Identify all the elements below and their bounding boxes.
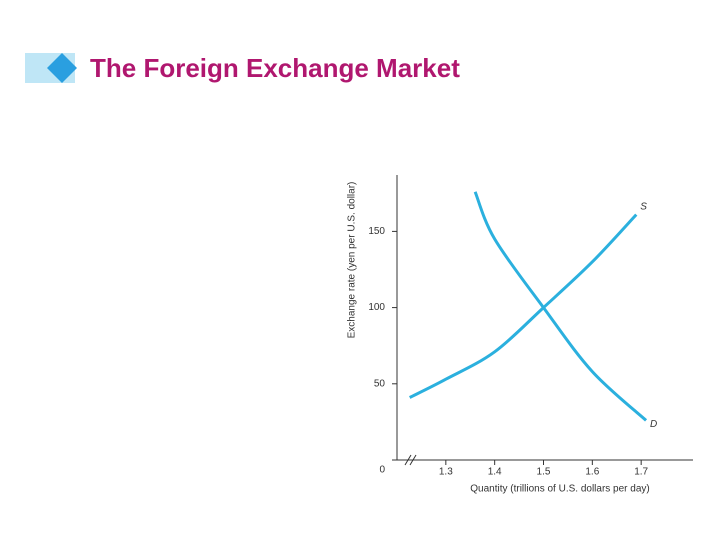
axis-break — [404, 454, 417, 466]
break-mark — [404, 454, 412, 466]
y-tick-label: 150 — [368, 226, 385, 237]
x-tick-label: 1.3 — [439, 467, 453, 478]
title-diamond — [47, 53, 77, 83]
y-axis-label: Exchange rate (yen per U.S. dollar) — [347, 182, 358, 339]
x-tick-label: 1.4 — [488, 467, 502, 478]
y-tick-label: 0 — [379, 465, 385, 476]
curve — [473, 191, 648, 422]
curve — [409, 213, 638, 399]
x-axis-label: Quantity (trillions of U.S. dollars per … — [470, 484, 650, 495]
curve-label: D — [650, 419, 657, 430]
y-tick-label: 50 — [374, 378, 386, 389]
y-tick-label: 100 — [368, 302, 385, 313]
x-tick-label: 1.7 — [634, 467, 648, 478]
curve-label: S — [640, 201, 647, 212]
break-mark — [409, 454, 417, 466]
x-tick-label: 1.5 — [537, 467, 551, 478]
slide-title: The Foreign Exchange Market — [90, 53, 460, 83]
x-tick-label: 1.6 — [585, 467, 599, 478]
